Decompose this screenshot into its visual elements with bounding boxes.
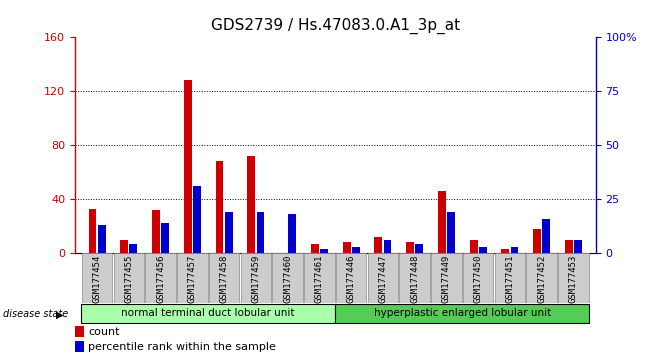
- Bar: [288, 214, 296, 253]
- Bar: [81, 304, 335, 323]
- Text: GSM177459: GSM177459: [251, 255, 260, 303]
- Bar: [565, 240, 573, 253]
- Bar: [256, 212, 264, 253]
- Bar: [215, 161, 223, 253]
- Bar: [527, 253, 557, 303]
- Bar: [161, 223, 169, 253]
- Text: hyperplastic enlarged lobular unit: hyperplastic enlarged lobular unit: [374, 308, 551, 318]
- Bar: [225, 212, 232, 253]
- Bar: [574, 240, 582, 253]
- Bar: [209, 253, 240, 303]
- Bar: [320, 249, 328, 253]
- Bar: [415, 245, 423, 253]
- Bar: [145, 253, 176, 303]
- Bar: [400, 253, 430, 303]
- Bar: [406, 242, 414, 253]
- Bar: [114, 253, 144, 303]
- Bar: [438, 191, 446, 253]
- Text: ▶: ▶: [56, 309, 64, 319]
- Text: GSM177458: GSM177458: [219, 255, 229, 303]
- Bar: [533, 229, 541, 253]
- Bar: [272, 253, 303, 303]
- Text: GSM177454: GSM177454: [92, 255, 102, 303]
- Bar: [98, 225, 105, 253]
- Bar: [352, 247, 360, 253]
- Bar: [75, 326, 84, 337]
- Bar: [82, 253, 113, 303]
- Text: GSM177447: GSM177447: [378, 255, 387, 303]
- Bar: [501, 249, 509, 253]
- Text: GSM177453: GSM177453: [569, 255, 578, 303]
- Bar: [542, 218, 550, 253]
- Bar: [193, 186, 201, 253]
- Text: GSM177455: GSM177455: [124, 255, 133, 303]
- Bar: [342, 242, 350, 253]
- Bar: [311, 244, 319, 253]
- Bar: [130, 245, 137, 253]
- Bar: [478, 247, 487, 253]
- Bar: [374, 237, 382, 253]
- Bar: [510, 247, 518, 253]
- Bar: [177, 253, 208, 303]
- Text: GSM177451: GSM177451: [505, 255, 514, 303]
- Text: count: count: [88, 327, 119, 337]
- Bar: [469, 240, 478, 253]
- Text: GSM177457: GSM177457: [188, 255, 197, 303]
- Text: GSM177450: GSM177450: [474, 255, 482, 303]
- Text: GSM177446: GSM177446: [346, 255, 355, 303]
- Bar: [120, 240, 128, 253]
- Text: GSM177460: GSM177460: [283, 255, 292, 303]
- Bar: [335, 304, 589, 323]
- Bar: [431, 253, 462, 303]
- Text: percentile rank within the sample: percentile rank within the sample: [88, 342, 276, 352]
- Text: GSM177456: GSM177456: [156, 255, 165, 303]
- Bar: [383, 240, 391, 253]
- Text: disease state: disease state: [3, 309, 68, 319]
- Bar: [152, 210, 160, 253]
- Title: GDS2739 / Hs.47083.0.A1_3p_at: GDS2739 / Hs.47083.0.A1_3p_at: [211, 18, 460, 34]
- Bar: [241, 253, 271, 303]
- Bar: [558, 253, 589, 303]
- Bar: [304, 253, 335, 303]
- Text: normal terminal duct lobular unit: normal terminal duct lobular unit: [122, 308, 295, 318]
- Bar: [336, 253, 367, 303]
- Bar: [495, 253, 525, 303]
- Text: GSM177449: GSM177449: [442, 255, 451, 303]
- Bar: [89, 209, 96, 253]
- Bar: [184, 80, 192, 253]
- Bar: [463, 253, 493, 303]
- Bar: [368, 253, 398, 303]
- Text: GSM177461: GSM177461: [315, 255, 324, 303]
- Bar: [447, 212, 455, 253]
- Text: GSM177452: GSM177452: [537, 255, 546, 303]
- Bar: [75, 341, 84, 353]
- Text: GSM177448: GSM177448: [410, 255, 419, 303]
- Bar: [247, 156, 255, 253]
